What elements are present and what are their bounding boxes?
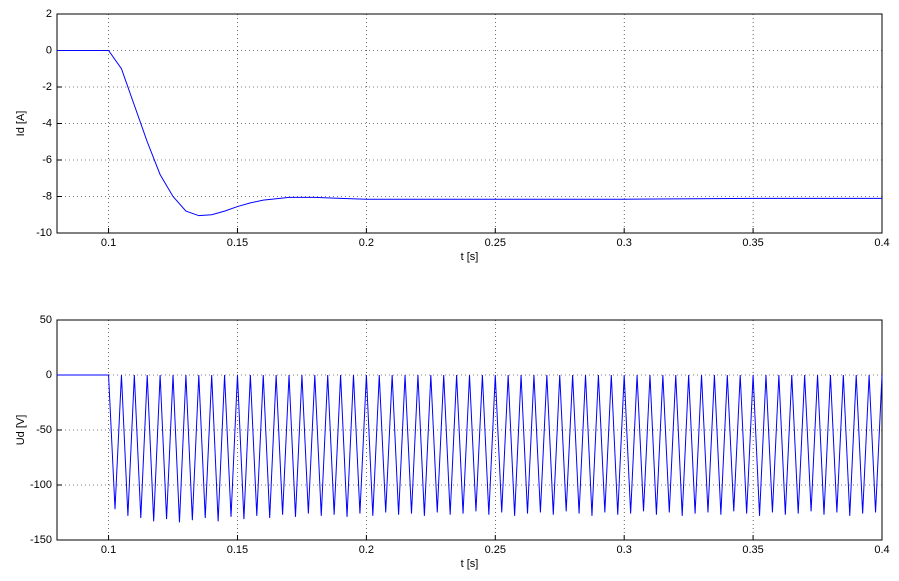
data-line [57, 50, 882, 217]
y-tick-label: -4 [42, 117, 52, 129]
y-tick-label: -8 [42, 190, 52, 202]
x-tick-label: 0.2 [359, 544, 374, 556]
y-axis-label: Id [A] [15, 111, 27, 137]
y-tick-label: 50 [40, 314, 52, 326]
y-tick-label: -50 [36, 424, 52, 436]
x-tick-label: 0.35 [742, 237, 763, 249]
y-tick-label: -2 [42, 81, 52, 93]
y-tick-label: -10 [36, 227, 52, 239]
x-tick-label: 0.25 [485, 544, 506, 556]
y-axis-label: Ud [V] [15, 415, 27, 446]
x-tick-label: 0.4 [874, 237, 889, 249]
y-tick-label: -6 [42, 154, 52, 166]
y-tick-label: 2 [46, 8, 52, 20]
x-tick-label: 0.1 [101, 237, 116, 249]
x-axis-label: t [s] [461, 558, 479, 570]
y-tick-label: 0 [46, 369, 52, 381]
x-tick-label: 0.25 [485, 237, 506, 249]
x-tick-label: 0.1 [101, 544, 116, 556]
y-tick-label: 0 [46, 44, 52, 56]
x-axis-label: t [s] [461, 251, 479, 263]
x-tick-label: 0.15 [227, 544, 248, 556]
x-tick-label: 0.35 [742, 544, 763, 556]
x-tick-label: 0.15 [227, 237, 248, 249]
x-tick-label: 0.3 [617, 544, 632, 556]
y-tick-label: -100 [30, 479, 52, 491]
x-tick-label: 0.2 [359, 237, 374, 249]
x-tick-label: 0.3 [617, 237, 632, 249]
x-tick-label: 0.4 [874, 544, 889, 556]
y-tick-label: -150 [30, 534, 52, 546]
data-line [57, 374, 883, 523]
